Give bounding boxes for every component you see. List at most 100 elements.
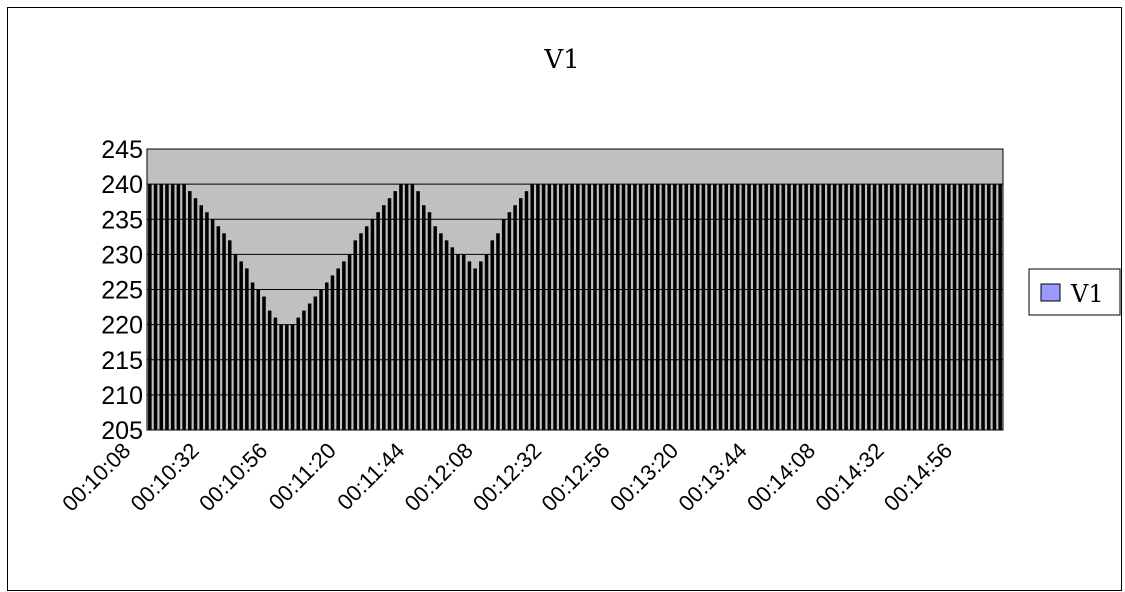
bar: [547, 184, 552, 431]
y-tick-label: 225: [101, 277, 143, 305]
bar: [536, 184, 540, 431]
bar: [718, 184, 723, 431]
bar: [267, 310, 272, 430]
bar: [952, 184, 957, 431]
gridlines: [147, 183, 1003, 396]
bar: [924, 184, 928, 431]
bar: [153, 184, 158, 431]
bar: [872, 184, 877, 431]
bar: [758, 184, 763, 431]
bar: [964, 184, 968, 431]
bar: [929, 184, 934, 431]
x-tick-label: 00:14:32: [810, 438, 888, 516]
bar: [969, 184, 974, 431]
bar: [621, 184, 626, 431]
bar: [907, 184, 911, 431]
bar: [655, 184, 660, 431]
bar: [792, 184, 797, 431]
bar: [273, 317, 278, 430]
bar: [188, 191, 192, 430]
bar: [661, 184, 666, 431]
bar: [867, 184, 871, 431]
bar: [524, 191, 529, 430]
bar: [747, 184, 751, 431]
bar: [821, 184, 826, 431]
bar: [941, 184, 945, 431]
bar: [216, 226, 221, 430]
bar: [832, 184, 837, 431]
bar: [490, 240, 495, 430]
bar: [513, 205, 517, 430]
bar: [804, 184, 808, 431]
bar: [850, 184, 854, 431]
bar: [775, 184, 780, 431]
bar: [450, 247, 455, 430]
bar: [627, 184, 631, 431]
bar: [570, 184, 574, 431]
bar: [815, 184, 820, 431]
bar: [713, 184, 717, 431]
bar: [844, 184, 848, 431]
bar: [895, 184, 900, 431]
bar: [724, 184, 728, 431]
bar: [781, 184, 786, 431]
y-tick-label: 210: [101, 382, 143, 410]
bar: [730, 184, 734, 431]
bar: [393, 191, 398, 430]
bar: [199, 205, 203, 430]
bar: [176, 184, 181, 431]
bar: [353, 240, 358, 430]
bar: [992, 184, 997, 431]
bar: [427, 212, 432, 430]
bar: [741, 184, 746, 431]
bar: [861, 184, 865, 431]
bar: [404, 184, 409, 431]
x-tick-label: 00:12:32: [468, 438, 546, 516]
y-tick-label: 240: [101, 171, 143, 199]
bar: [986, 184, 991, 431]
plot-border: [146, 148, 1004, 431]
bar: [838, 184, 843, 431]
bar: [701, 184, 706, 431]
legend: V1: [1028, 268, 1121, 316]
bar: [541, 184, 546, 431]
y-axis-ticks: 205 210 215 220 225 230 235 240 245: [101, 136, 143, 445]
bar: [558, 184, 563, 431]
bar: [376, 212, 380, 430]
bar: [222, 233, 226, 430]
bar: [461, 254, 466, 431]
bar: [364, 226, 369, 430]
bar: [290, 324, 295, 431]
bar: [604, 184, 609, 431]
bar: [302, 310, 306, 430]
bar: [576, 184, 580, 431]
bar: [519, 198, 523, 430]
y-tick-label: 215: [101, 347, 143, 375]
bar: [336, 268, 340, 430]
bar: [684, 184, 689, 431]
y-tick-label: 205: [101, 417, 143, 445]
bar: [324, 282, 329, 430]
bar: [342, 261, 346, 430]
bar: [467, 261, 472, 430]
y-tick-label: 235: [101, 206, 143, 234]
bar: [433, 226, 437, 430]
bar: [673, 184, 677, 431]
bar: [810, 184, 814, 431]
bar: [981, 184, 985, 431]
y-tick-label: 220: [101, 312, 143, 340]
bar: [313, 296, 318, 430]
x-axis-ticks: 00:10:0800:10:3200:10:5600:11:2000:11:44…: [57, 438, 957, 516]
bar: [770, 184, 774, 431]
bar: [735, 184, 740, 431]
x-tick-label: 00:10:56: [194, 438, 272, 516]
bar: [444, 240, 449, 430]
bar: [581, 184, 586, 431]
bar: [410, 184, 415, 431]
bar: [638, 184, 643, 431]
bar: [855, 184, 860, 431]
bar: [707, 184, 711, 431]
bar: [159, 184, 164, 431]
bar: [296, 317, 300, 430]
